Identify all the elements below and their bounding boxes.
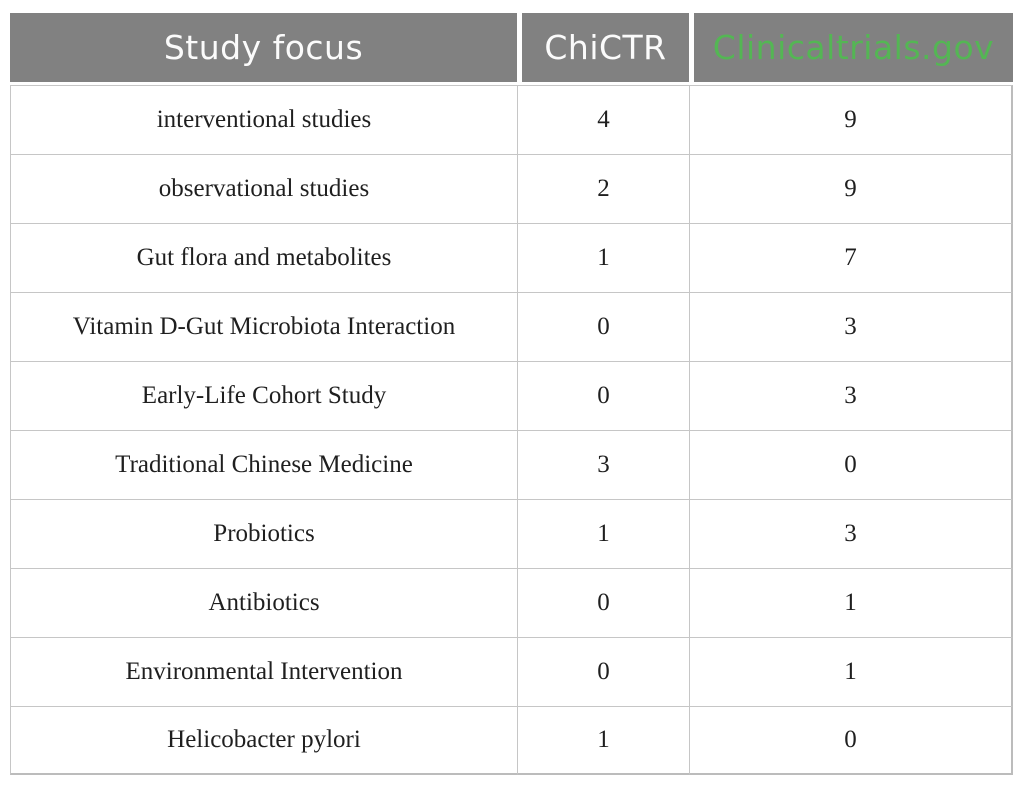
header-row: Study focus ChiCTR Clinicaltrials.gov — [10, 13, 1013, 85]
clinicaltrials-count-cell: 3 — [689, 499, 1013, 568]
chictr-count-cell: 1 — [517, 706, 689, 775]
study-focus-cell: Environmental Intervention — [10, 637, 517, 706]
chictr-count-cell: 0 — [517, 637, 689, 706]
column-header-chictr: ChiCTR — [517, 13, 689, 85]
study-focus-cell: Antibiotics — [10, 568, 517, 637]
clinicaltrials-count-cell: 1 — [689, 637, 1013, 706]
chictr-count-cell: 0 — [517, 361, 689, 430]
column-header-clinicaltrials-gov: Clinicaltrials.gov — [689, 13, 1013, 85]
registry-comparison-table-wrap: Study focus ChiCTR Clinicaltrials.gov in… — [10, 13, 1013, 775]
study-focus-cell: Early-Life Cohort Study — [10, 361, 517, 430]
clinicaltrials-count-cell: 3 — [689, 361, 1013, 430]
study-focus-cell: Helicobacter pylori — [10, 706, 517, 775]
table-row: Helicobacter pylori 1 0 — [10, 706, 1013, 775]
study-focus-cell: Probiotics — [10, 499, 517, 568]
clinicaltrials-count-cell: 7 — [689, 223, 1013, 292]
registry-comparison-table: Study focus ChiCTR Clinicaltrials.gov in… — [10, 13, 1013, 775]
table-row: observational studies 2 9 — [10, 154, 1013, 223]
table-row: Gut flora and metabolites 1 7 — [10, 223, 1013, 292]
clinicaltrials-count-cell: 9 — [689, 85, 1013, 154]
clinicaltrials-count-cell: 0 — [689, 430, 1013, 499]
clinicaltrials-count-cell: 0 — [689, 706, 1013, 775]
table-header: Study focus ChiCTR Clinicaltrials.gov — [10, 13, 1013, 85]
table-row: interventional studies 4 9 — [10, 85, 1013, 154]
chictr-count-cell: 0 — [517, 568, 689, 637]
chictr-count-cell: 2 — [517, 154, 689, 223]
chictr-count-cell: 3 — [517, 430, 689, 499]
table-row: Environmental Intervention 0 1 — [10, 637, 1013, 706]
table-row: Antibiotics 0 1 — [10, 568, 1013, 637]
study-focus-cell: Gut flora and metabolites — [10, 223, 517, 292]
clinicaltrials-count-cell: 3 — [689, 292, 1013, 361]
table-row: Probiotics 1 3 — [10, 499, 1013, 568]
column-header-study-focus: Study focus — [10, 13, 517, 85]
table-row: Early-Life Cohort Study 0 3 — [10, 361, 1013, 430]
chictr-count-cell: 1 — [517, 499, 689, 568]
clinicaltrials-count-cell: 9 — [689, 154, 1013, 223]
table-row: Traditional Chinese Medicine 3 0 — [10, 430, 1013, 499]
chictr-count-cell: 0 — [517, 292, 689, 361]
study-focus-cell: Vitamin D-Gut Microbiota Interaction — [10, 292, 517, 361]
clinicaltrials-count-cell: 1 — [689, 568, 1013, 637]
table-row: Vitamin D-Gut Microbiota Interaction 0 3 — [10, 292, 1013, 361]
chictr-count-cell: 4 — [517, 85, 689, 154]
study-focus-cell: interventional studies — [10, 85, 517, 154]
chictr-count-cell: 1 — [517, 223, 689, 292]
study-focus-cell: observational studies — [10, 154, 517, 223]
study-focus-cell: Traditional Chinese Medicine — [10, 430, 517, 499]
table-body: interventional studies 4 9 observational… — [10, 85, 1013, 775]
